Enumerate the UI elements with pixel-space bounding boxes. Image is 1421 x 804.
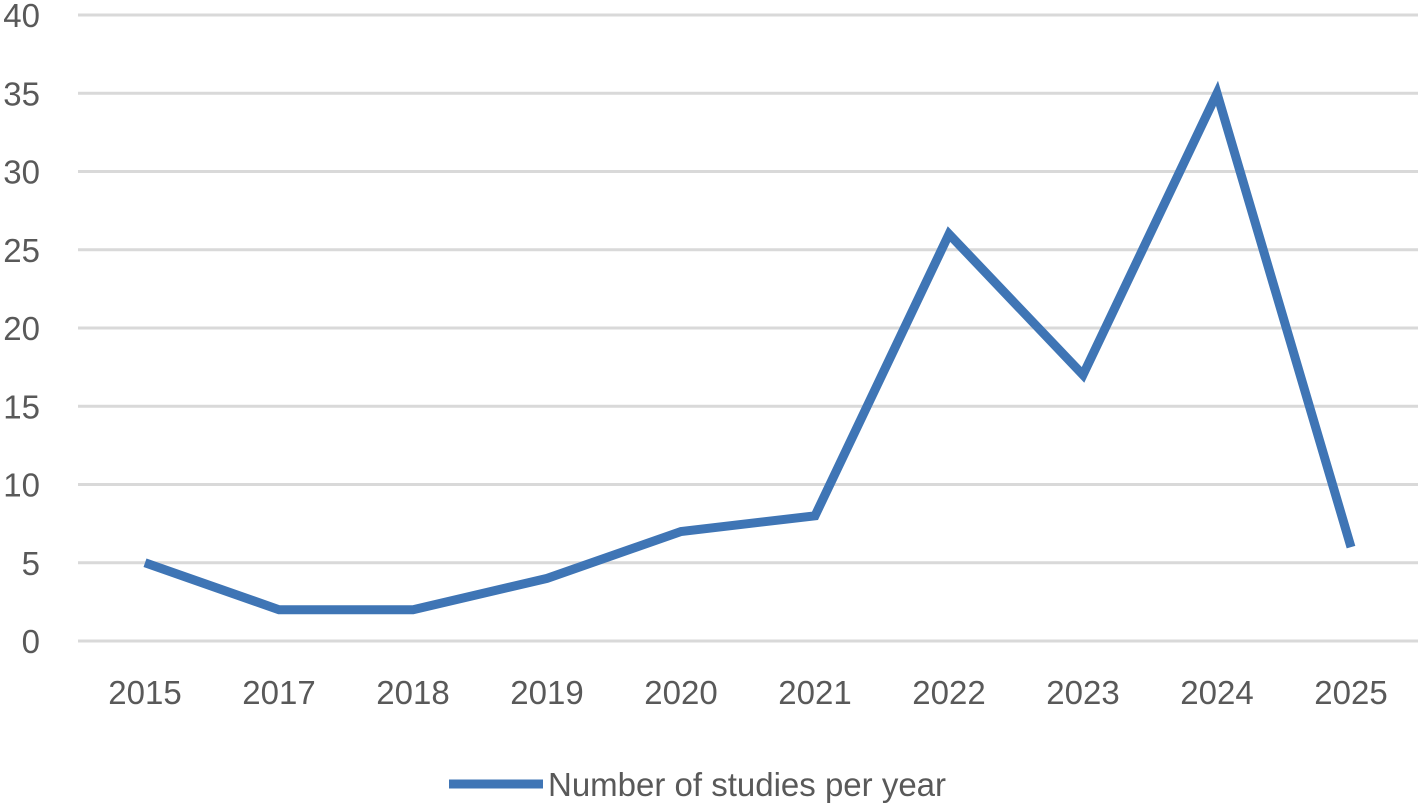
x-tick-label: 2025 (1314, 674, 1387, 711)
x-tick-label: 2021 (778, 674, 851, 711)
gridlines (78, 13, 1418, 643)
series-line (143, 80, 1356, 615)
y-axis-tick-labels: 0 5 10 15 20 25 30 35 40 (3, 0, 40, 660)
y-tick-label: 40 (3, 0, 40, 34)
x-tick-label: 2019 (510, 674, 583, 711)
y-tick-label: 35 (3, 75, 40, 112)
x-tick-label: 2022 (912, 674, 985, 711)
x-tick-label: 2018 (376, 674, 449, 711)
legend-label: Number of studies per year (548, 766, 946, 803)
y-tick-label: 25 (3, 232, 40, 269)
x-axis-tick-labels: 2015 2017 2018 2019 2020 2021 2022 2023 2024 2025 (108, 674, 1387, 711)
x-tick-label: 2017 (242, 674, 315, 711)
y-tick-label: 20 (3, 310, 40, 347)
y-tick-label: 5 (22, 545, 40, 582)
series-group (143, 80, 1356, 615)
y-tick-label: 0 (22, 623, 40, 660)
y-tick-label: 30 (3, 154, 40, 191)
x-tick-label: 2020 (644, 674, 717, 711)
legend: Number of studies per year (449, 766, 946, 803)
y-tick-label: 15 (3, 388, 40, 425)
x-tick-label: 2024 (1180, 674, 1253, 711)
x-tick-label: 2023 (1046, 674, 1119, 711)
x-tick-label: 2015 (108, 674, 181, 711)
y-tick-label: 10 (3, 467, 40, 504)
